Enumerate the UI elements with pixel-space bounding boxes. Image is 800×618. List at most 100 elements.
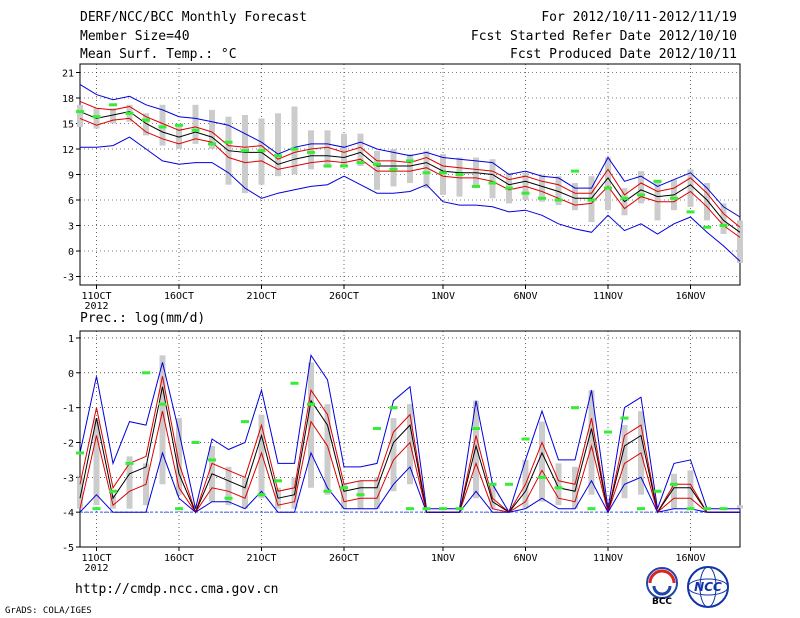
temp-y-tick-label: 0 — [68, 247, 74, 258]
prec-obs-marker — [620, 416, 629, 420]
temp-spread-box — [440, 154, 446, 195]
temp-obs-marker — [323, 164, 332, 168]
variable-label: Mean Surf. Temp.: °C — [80, 47, 237, 62]
temp-y-tick-label: 18 — [62, 94, 74, 105]
prec-spread-box — [687, 470, 694, 509]
temp-obs-marker — [686, 210, 695, 214]
temp-spread-box — [555, 176, 562, 206]
prec-spread-box — [176, 418, 182, 495]
temp-obs-marker — [637, 193, 645, 197]
temp-spread-box — [209, 109, 215, 149]
temp-spread-box — [143, 113, 149, 136]
temp-spread-box — [737, 220, 743, 263]
temp-obs-marker — [92, 115, 101, 119]
temp-x-tick-label: 11NOV — [593, 291, 623, 302]
prec-obs-marker — [109, 489, 117, 493]
prec-spread-box — [110, 494, 116, 509]
prec-spread-box — [258, 414, 265, 499]
prec-spread-box — [225, 466, 232, 506]
temp-obs-marker — [719, 224, 728, 227]
temp-spread-box — [638, 171, 644, 204]
temp-series-min — [80, 136, 741, 262]
prec-obs-marker — [191, 440, 200, 444]
temp-series-max — [79, 83, 741, 218]
precip-panel-title: Prec.: log(mm/d) — [80, 311, 205, 326]
temp-y-tick-label: 9 — [68, 171, 74, 182]
temp-obs-marker — [373, 162, 381, 166]
prec-x-tick-label: 6NOV — [513, 553, 537, 564]
prec-series-lower — [79, 410, 740, 514]
temp-obs-marker — [389, 167, 398, 171]
temp-spread-box — [374, 150, 380, 190]
prec-x-tick-label: 11NOV — [593, 553, 623, 564]
prec-spread-box — [621, 425, 628, 499]
temp-obs-marker — [587, 198, 596, 202]
prec-obs-marker — [92, 507, 101, 511]
temp-spread-box — [654, 181, 661, 221]
temp-obs-marker — [653, 179, 662, 183]
temp-spread-box — [605, 157, 611, 211]
prec-obs-marker — [340, 486, 348, 490]
temp-obs-marker — [125, 111, 134, 115]
prec-obs-marker — [637, 507, 645, 511]
source-url[interactable]: http://cmdp.ncc.cma.gov.cn — [75, 582, 279, 597]
prec-spread-box — [737, 505, 743, 509]
prec-obs-marker — [158, 402, 167, 406]
temp-spread-box — [720, 203, 727, 234]
temp-x-tick-label: 26OCT — [329, 291, 359, 302]
prec-obs-marker — [538, 475, 546, 479]
prec-spread-box — [605, 508, 611, 510]
temp-x-tick-label: 21OCT — [246, 291, 276, 302]
prec-obs-marker — [587, 507, 596, 511]
prec-x-tick-label: 21OCT — [246, 553, 276, 564]
temp-x-tick-label: 6NOV — [513, 291, 537, 302]
prec-series-upper — [79, 376, 740, 514]
prec-x-tick-label: 1NOV — [431, 553, 455, 564]
prec-obs-marker — [307, 402, 315, 406]
prec-x-tick-label: 11OCT — [81, 553, 111, 564]
temp-spread-box — [390, 149, 397, 187]
temp-spread-box — [456, 157, 463, 197]
prec-obs-marker — [653, 489, 662, 493]
temp-y-tick-label: 21 — [62, 69, 74, 80]
temp-x-tick-label: 16NOV — [675, 291, 705, 302]
prec-obs-marker — [125, 461, 134, 465]
fcst-started-date: Fcst Started Refer Date 2012/10/10 — [470, 29, 737, 44]
temp-spread-box — [110, 108, 116, 124]
temp-obs-marker — [241, 149, 249, 153]
prec-spread-box — [654, 508, 661, 510]
prec-spread-box — [126, 456, 133, 509]
prec-obs-marker — [472, 427, 480, 431]
temp-spread-box — [687, 169, 694, 207]
temp-obs-marker — [620, 196, 629, 200]
temp-x-tick-label: 11OCT — [81, 291, 111, 302]
prec-obs-marker — [323, 489, 332, 493]
temp-y-tick-label: 12 — [62, 145, 74, 156]
temp-obs-marker — [257, 149, 266, 153]
chart-title: DERF/NCC/BCC Monthly Forecast — [80, 10, 307, 25]
prec-spread-box — [506, 508, 512, 510]
bcc-logo-text: BCC — [652, 597, 672, 606]
prec-obs-marker — [719, 507, 728, 511]
temp-series-mean — [79, 111, 741, 233]
temp-obs-marker — [274, 154, 282, 158]
temp-obs-marker — [455, 173, 464, 176]
temp-series-lower — [79, 117, 741, 238]
member-size-label: Member Size=40 — [80, 29, 190, 44]
temp-obs-marker — [76, 110, 84, 114]
temp-spread-box — [341, 133, 347, 166]
temp-spread-box — [489, 159, 496, 199]
prec-spread-box — [539, 421, 545, 502]
prec-series-min — [79, 451, 740, 514]
prec-spread-box — [308, 362, 314, 488]
prec-obs-marker — [208, 458, 216, 462]
temp-x-tick-label: 16OCT — [164, 291, 194, 302]
temp-spread-box — [572, 183, 578, 211]
prec-obs-marker — [224, 496, 233, 500]
prec-obs-marker — [142, 371, 150, 375]
precipitation-panel: -5 -4 -3 -2 -1 0 1 11OCT 16OCT 21OCT 26OCT 1NOV 6NOV… — [62, 330, 743, 574]
prec-obs-marker — [290, 381, 299, 385]
prec-y-tick-label: 1 — [68, 334, 74, 345]
prec-spread-box — [77, 477, 83, 509]
